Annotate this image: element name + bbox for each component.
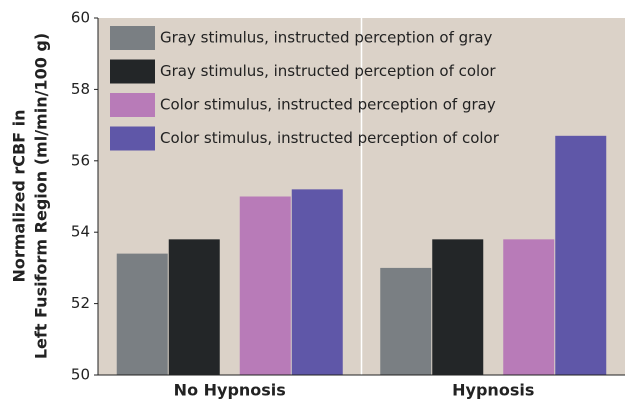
legend-label: Gray stimulus, instructed perception of … bbox=[160, 29, 493, 47]
y-tick-label: 54 bbox=[71, 223, 90, 241]
bar bbox=[168, 239, 220, 375]
x-tick-label: Hypnosis bbox=[452, 381, 534, 400]
y-tick-label: 52 bbox=[71, 294, 90, 312]
legend-swatch bbox=[110, 59, 155, 84]
bar bbox=[380, 267, 432, 375]
legend-swatch bbox=[110, 126, 155, 151]
y-tick-label: 58 bbox=[71, 80, 90, 98]
bar bbox=[239, 196, 291, 375]
legend-label: Color stimulus, instructed perception of… bbox=[160, 129, 500, 147]
legend-label: Gray stimulus, instructed perception of … bbox=[160, 62, 496, 80]
y-axis-label: Left Fusiform Region (ml/min/100 g) bbox=[32, 33, 51, 359]
bar bbox=[116, 253, 168, 375]
y-tick-label: 50 bbox=[71, 366, 90, 384]
bar bbox=[432, 239, 484, 375]
legend-label: Color stimulus, instructed perception of… bbox=[160, 96, 496, 114]
y-tick-label: 60 bbox=[71, 9, 90, 27]
bar bbox=[291, 189, 343, 375]
y-tick-label: 56 bbox=[71, 151, 90, 169]
legend-swatch bbox=[110, 93, 155, 117]
y-axis-label: Normalized rCBF in bbox=[10, 109, 29, 282]
legend-swatch bbox=[110, 26, 155, 50]
x-tick-label: No Hypnosis bbox=[174, 381, 286, 400]
bar bbox=[555, 135, 607, 375]
bar bbox=[503, 239, 555, 375]
